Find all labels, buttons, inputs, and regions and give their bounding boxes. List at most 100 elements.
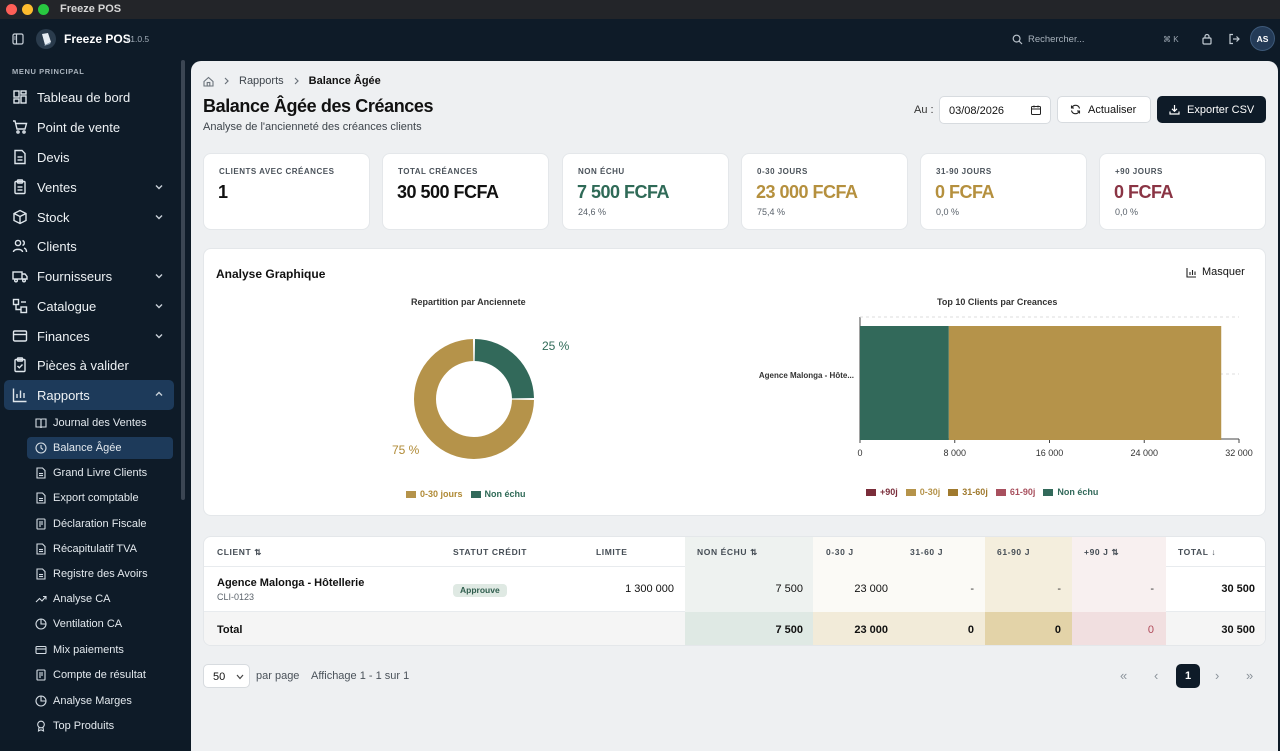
sidebar-scrollbar[interactable] xyxy=(181,60,185,500)
refresh-icon xyxy=(1070,104,1081,115)
kpi-title: +90 JOURS xyxy=(1115,167,1163,176)
sidebar-sub-vat[interactable]: Récapitulatif TVA xyxy=(27,538,173,560)
breadcrumb-parent-link[interactable]: Rapports xyxy=(239,75,284,87)
global-search[interactable]: Rechercher... ⌘ K xyxy=(1008,30,1186,50)
sidebar-sub-revenue-analysis[interactable]: Analyse CA xyxy=(27,588,173,610)
sidebar-item-quotes[interactable]: Devis xyxy=(4,143,174,171)
sidebar-sub-payment-mix[interactable]: Mix paiements xyxy=(27,639,173,661)
column-header-total[interactable]: TOTAL ↓ xyxy=(1178,547,1217,557)
sidebar-sub-margins[interactable]: Analyse Marges xyxy=(27,690,173,712)
maximize-window-button[interactable] xyxy=(38,4,49,15)
column-header-90-plus[interactable]: +90 J ⇅ xyxy=(1084,547,1120,557)
column-header-client[interactable]: CLIENT ⇅ xyxy=(217,547,262,557)
client-name[interactable]: Agence Malonga - Hôtellerie xyxy=(217,577,365,589)
refresh-button[interactable]: Actualiser xyxy=(1057,96,1151,123)
sidebar-sub-top-products[interactable]: Top Produits xyxy=(27,715,173,737)
bar-segment xyxy=(860,326,949,440)
page-1-button[interactable]: 1 xyxy=(1176,664,1200,688)
table-row[interactable]: Agence Malonga - Hôtellerie CLI-0123 App… xyxy=(204,567,1265,612)
kpi-value: 1 xyxy=(218,182,228,202)
minimize-window-button[interactable] xyxy=(22,4,33,15)
sidebar-item-dashboard[interactable]: Tableau de bord xyxy=(4,83,174,111)
export-csv-button[interactable]: Exporter CSV xyxy=(1157,96,1266,123)
slice-label: 25 % xyxy=(542,339,570,353)
sidebar-sub-revenue-breakdown[interactable]: Ventilation CA xyxy=(27,613,173,635)
file-icon xyxy=(36,467,46,479)
stacked-bar-chart: 0 8 000 16 000 24 000 32 000 Agence Malonga -… xyxy=(759,316,1253,458)
last-page-button[interactable]: » xyxy=(1246,668,1254,683)
first-page-button[interactable]: « xyxy=(1120,668,1128,683)
sidebar-item-stock[interactable]: Stock xyxy=(4,203,174,231)
sidebar-sub-export[interactable]: Export comptable xyxy=(27,487,173,509)
column-header-31-60: 31-60 J xyxy=(910,547,944,557)
hide-charts-button[interactable]: Masquer xyxy=(1186,266,1245,278)
sidebar-sub-income-statement[interactable]: Compte de résultat xyxy=(27,664,173,686)
sidebar-item-sales[interactable]: Ventes xyxy=(4,173,174,201)
x-tick-label: 0 xyxy=(857,448,862,458)
sidebar-item-clients[interactable]: Clients xyxy=(4,232,174,260)
legend-swatch xyxy=(406,490,416,498)
legend-swatch xyxy=(1043,488,1054,496)
d60-value: - xyxy=(970,583,974,595)
pagination-info: Affichage 1 - 1 sur 1 xyxy=(311,670,410,682)
column-header-61-90: 61-90 J xyxy=(997,547,1031,557)
window-titlebar: Freeze POS xyxy=(0,0,1280,19)
sidebar-sub-label: Export comptable xyxy=(53,492,139,504)
panel-title: Analyse Graphique xyxy=(216,267,326,281)
sidebar-sub-tax[interactable]: Déclaration Fiscale xyxy=(27,513,173,535)
donut-chart: 25 % 75 % xyxy=(392,339,570,459)
sidebar-item-label: Rapports xyxy=(37,387,90,403)
pie-icon xyxy=(35,695,47,707)
user-avatar[interactable]: AS xyxy=(1250,26,1275,51)
truck-icon xyxy=(12,271,28,283)
bar-segment xyxy=(948,326,1222,440)
sidebar-toggle-icon[interactable] xyxy=(12,33,24,45)
date-input[interactable]: 03/08/2026 xyxy=(939,96,1051,124)
logout-icon[interactable] xyxy=(1228,33,1240,45)
per-page-select[interactable]: 50 xyxy=(203,664,250,688)
next-page-button[interactable]: › xyxy=(1215,668,1220,683)
sidebar-sub-credit-notes[interactable]: Registre des Avoirs xyxy=(27,563,173,585)
file-icon xyxy=(36,568,46,580)
legend-swatch xyxy=(995,488,1006,496)
trend-icon xyxy=(35,595,47,603)
box-icon xyxy=(13,209,27,225)
app-version: v1.0.5 xyxy=(126,34,150,44)
sidebar-item-pending[interactable]: Pièces à valider xyxy=(4,351,174,379)
date-value: 03/08/2026 xyxy=(949,105,1005,117)
sidebar-item-reports[interactable]: Rapports xyxy=(4,380,174,410)
sidebar-sub-sales-journal[interactable]: Journal des Ventes xyxy=(27,412,173,434)
close-window-button[interactable] xyxy=(6,4,17,15)
award-icon xyxy=(37,720,45,732)
legend-label: +90j xyxy=(880,487,898,497)
column-header-limit: LIMITE xyxy=(596,547,628,557)
chevron-down-icon xyxy=(155,334,163,339)
breadcrumb: Rapports Balance Âgée xyxy=(203,74,381,88)
kpi-value: 0 FCFA xyxy=(935,182,995,202)
chevron-down-icon xyxy=(155,215,163,220)
sidebar-sub-label: Récapitulatif TVA xyxy=(53,543,137,555)
page-title: Balance Âgée des Créances xyxy=(203,96,434,116)
sidebar-item-finances[interactable]: Finances xyxy=(4,322,174,350)
sidebar-item-suppliers[interactable]: Fournisseurs xyxy=(4,262,174,290)
sidebar-sub-aged-balance[interactable]: Balance Âgée xyxy=(27,437,173,459)
column-header-non-echu[interactable]: NON ÉCHU ⇅ xyxy=(697,547,758,557)
d90-value: - xyxy=(1057,583,1061,595)
sidebar-sub-ledger[interactable]: Grand Livre Clients xyxy=(27,462,173,484)
prev-page-button[interactable]: ‹ xyxy=(1154,668,1159,683)
sidebar-item-pos[interactable]: Point de vente xyxy=(4,113,174,141)
home-icon[interactable] xyxy=(203,76,214,87)
catalog-icon xyxy=(12,298,28,314)
aging-table: CLIENT ⇅ STATUT CRÉDIT LIMITE NON ÉCHU ⇅… xyxy=(203,536,1266,646)
lock-icon[interactable] xyxy=(1201,33,1213,45)
search-input[interactable]: Rechercher... xyxy=(1028,34,1085,45)
category-label: Agence Malonga - Hôte... xyxy=(759,371,854,380)
date-label: Au : xyxy=(914,104,934,116)
kpi-value: 7 500 FCFA xyxy=(577,182,670,202)
calendar-icon[interactable] xyxy=(1031,105,1041,115)
chevron-down-icon xyxy=(155,274,163,279)
donut-slice xyxy=(474,339,534,399)
sidebar-item-catalog[interactable]: Catalogue xyxy=(4,292,174,320)
chevron-down-icon xyxy=(236,674,244,680)
x-tick-label: 32 000 xyxy=(1225,448,1253,458)
